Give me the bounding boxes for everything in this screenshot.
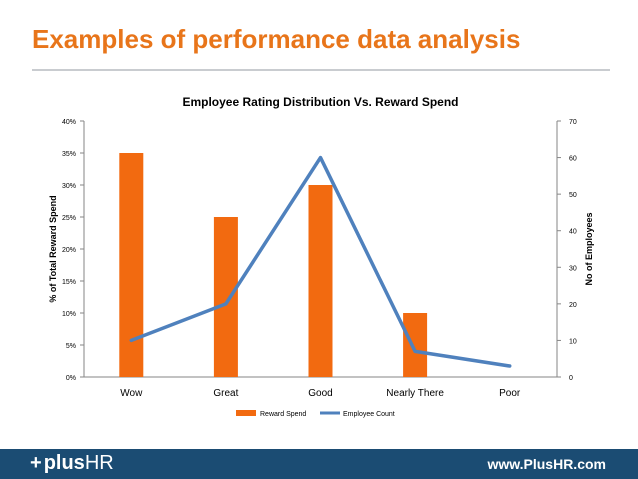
y2-tick-label: 30 bbox=[569, 265, 577, 272]
y2-tick-label: 60 bbox=[569, 156, 577, 163]
x-tick-label: Good bbox=[308, 388, 332, 399]
slide-title: Examples of performance data analysis bbox=[32, 24, 521, 54]
legend-reward-spend-label: Reward Spend bbox=[260, 411, 306, 418]
y-tick-label: 5% bbox=[66, 343, 76, 350]
bar-nearly-there bbox=[403, 313, 428, 377]
y-tick-label: 30% bbox=[62, 183, 76, 190]
logo-plus-text: plus bbox=[43, 452, 85, 474]
y-tick-label: 0% bbox=[66, 375, 76, 382]
y2-tick-label: 10 bbox=[569, 338, 577, 345]
y-tick-label: 20% bbox=[62, 247, 76, 254]
y-tick-label: 10% bbox=[62, 311, 76, 318]
y2-tick-label: 70 bbox=[569, 119, 577, 126]
plushr-logo: + plusHR bbox=[30, 452, 114, 475]
y-tick-label: 25% bbox=[62, 215, 76, 222]
x-tick-label: Wow bbox=[120, 388, 143, 399]
chart: Employee Rating Distribution Vs. Reward … bbox=[48, 95, 594, 418]
bar-great bbox=[213, 217, 238, 377]
plus-icon: + bbox=[30, 452, 42, 474]
bar-wow bbox=[119, 153, 144, 377]
y2-axis-title: No of Employees bbox=[584, 212, 594, 285]
y2-tick-label: 20 bbox=[569, 302, 577, 309]
x-tick-label: Nearly There bbox=[386, 388, 444, 399]
y2-tick-label: 50 bbox=[569, 192, 577, 199]
bar-good bbox=[308, 185, 333, 377]
legend-reward-spend-swatch bbox=[236, 410, 256, 416]
employee-count-point bbox=[129, 338, 133, 342]
title-divider bbox=[32, 69, 610, 71]
y2-tick-label: 0 bbox=[569, 375, 573, 382]
y-tick-label: 35% bbox=[62, 151, 76, 158]
x-tick-label: Great bbox=[213, 388, 238, 399]
y-tick-label: 40% bbox=[62, 119, 76, 126]
y2-tick-label: 40 bbox=[569, 229, 577, 236]
employee-count-point bbox=[413, 349, 417, 353]
employee-count-point bbox=[508, 364, 512, 368]
footer-bar: + plusHR www.PlusHR.com bbox=[0, 449, 638, 479]
employee-count-point bbox=[319, 156, 322, 160]
chart-title: Employee Rating Distribution Vs. Reward … bbox=[182, 95, 458, 109]
legend-employee-count-label: Employee Count bbox=[343, 411, 395, 418]
y-axis-title: % of Total Reward Spend bbox=[48, 195, 58, 302]
x-tick-label: Poor bbox=[499, 388, 521, 399]
website-url: www.PlusHR.com bbox=[487, 456, 606, 472]
employee-count-point bbox=[224, 302, 228, 306]
logo-hr-text: HR bbox=[84, 452, 114, 474]
y-tick-label: 15% bbox=[62, 279, 76, 286]
